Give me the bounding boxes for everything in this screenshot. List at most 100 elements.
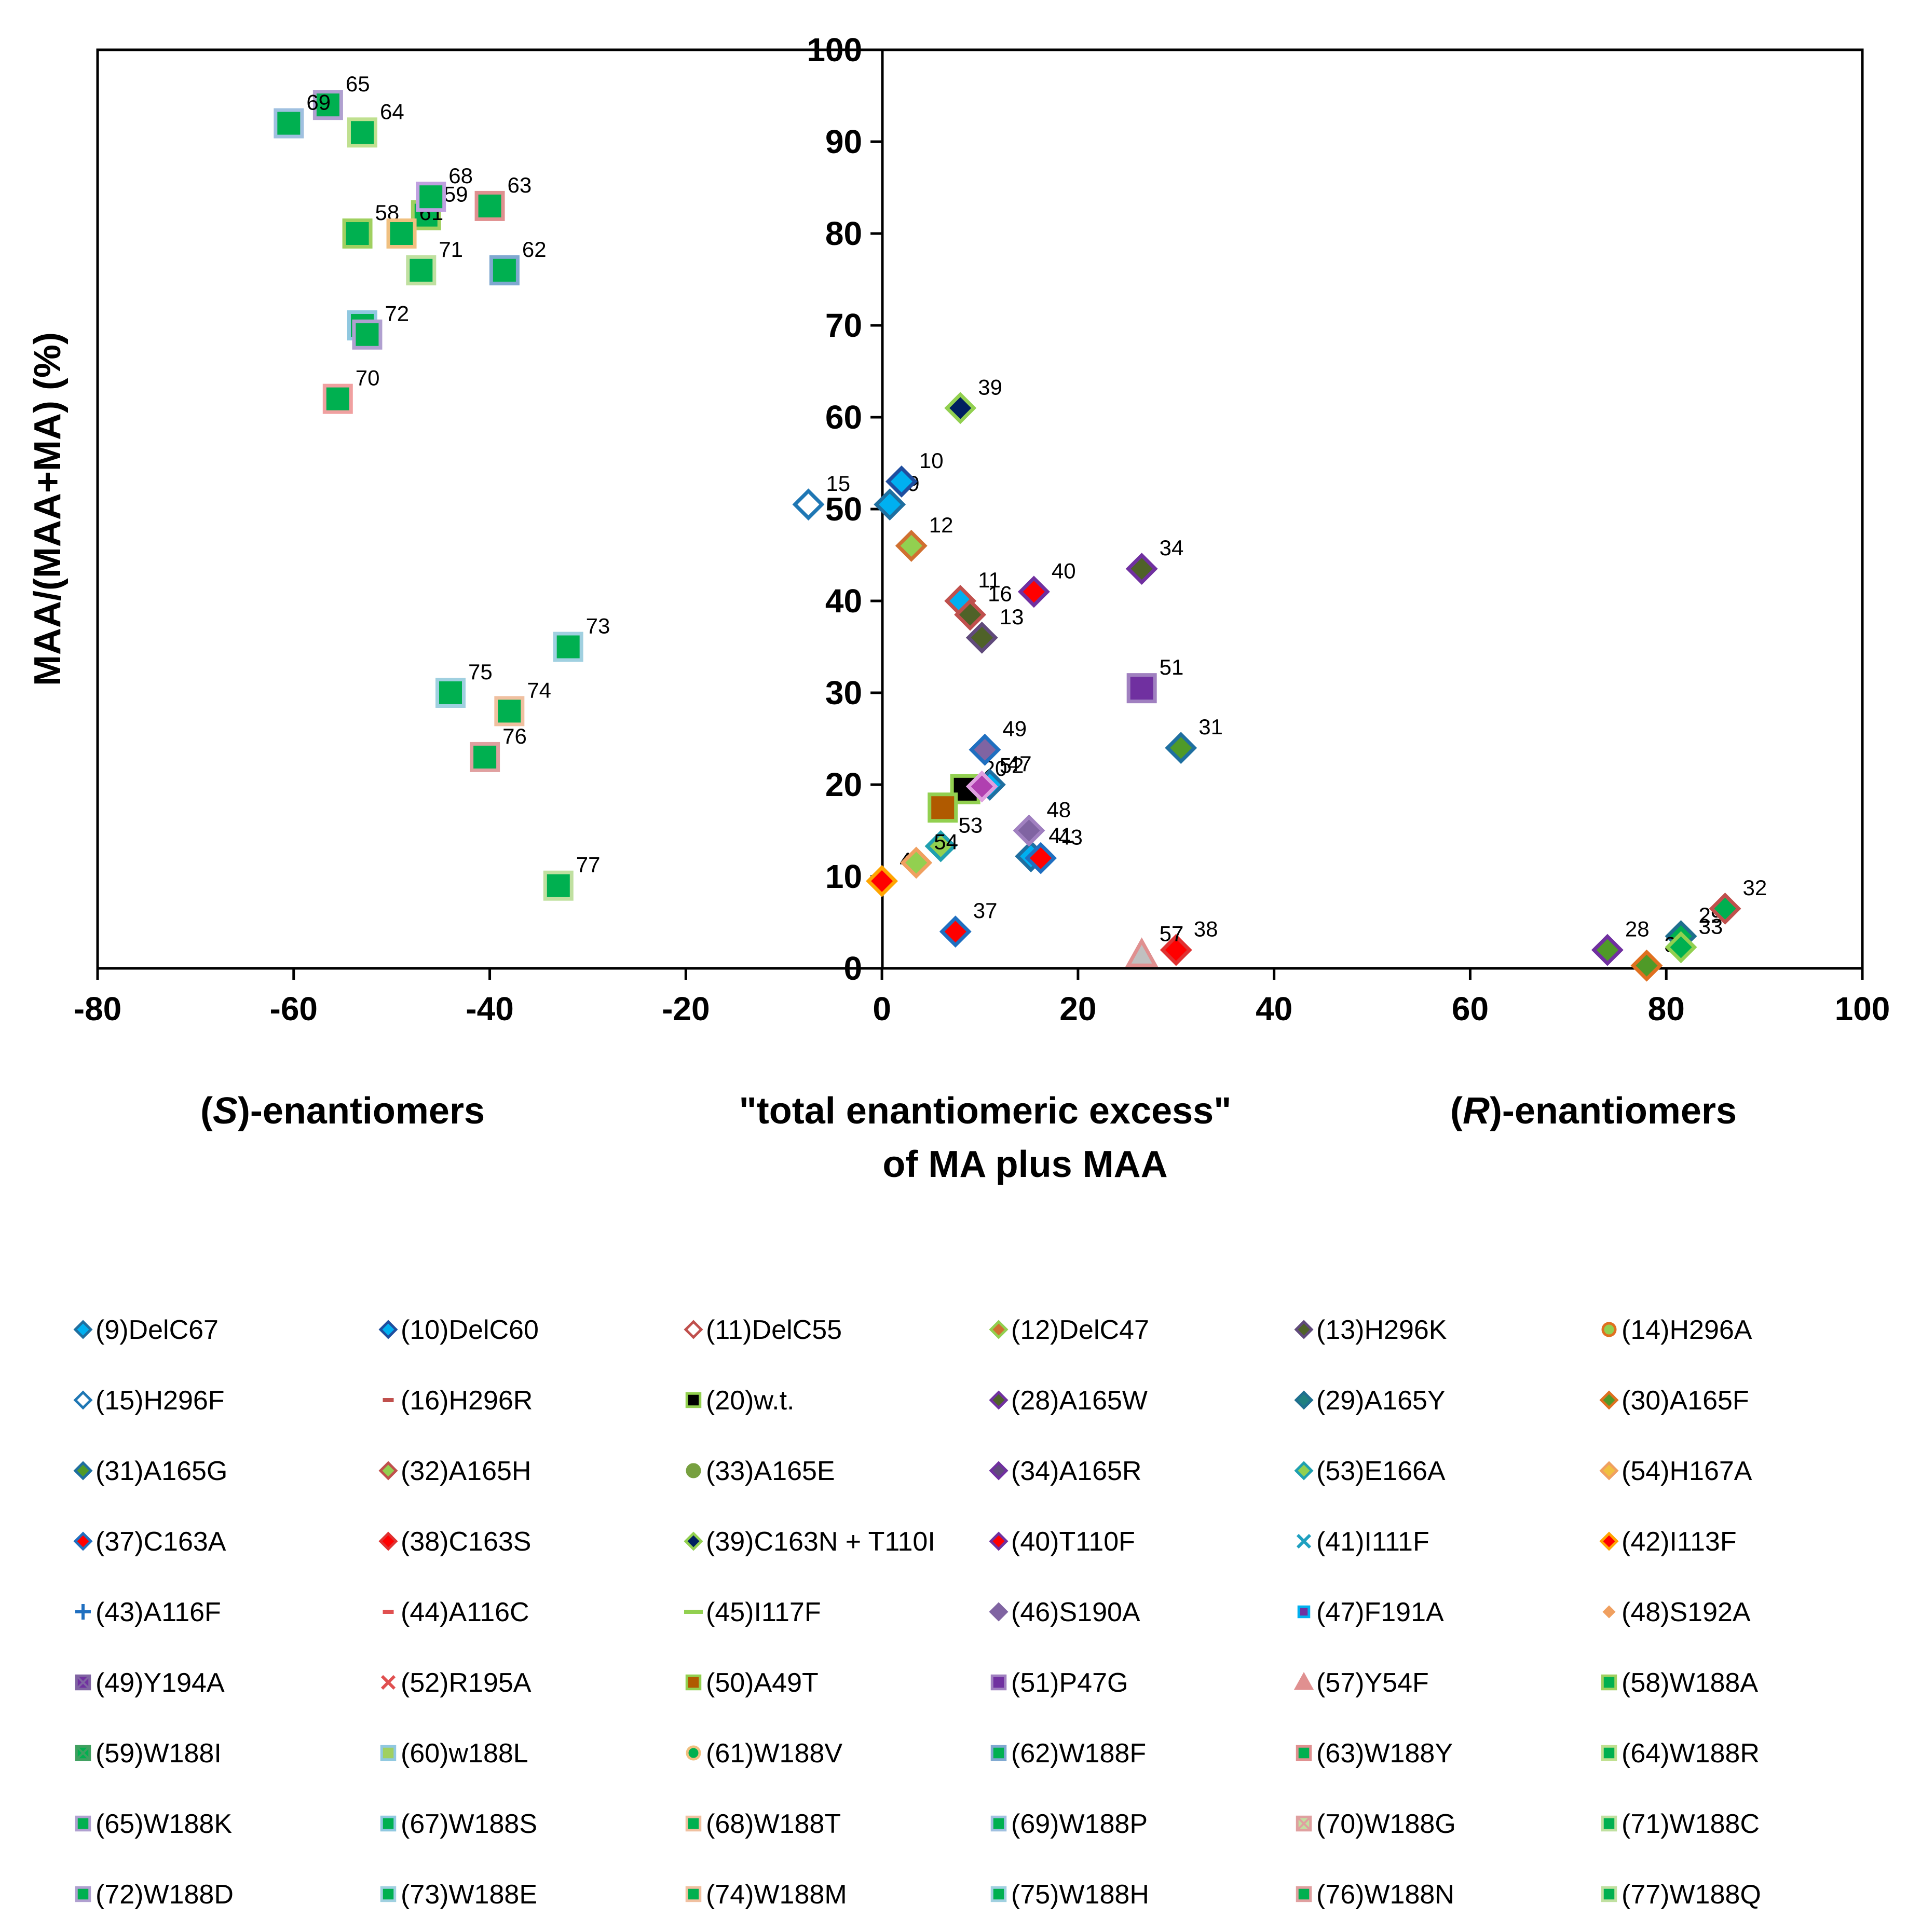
- data-point-label: 53: [958, 813, 983, 838]
- legend-item-label: (30)A165F: [1622, 1386, 1749, 1416]
- y-tick-label: 60: [825, 399, 862, 436]
- data-point: [416, 182, 446, 212]
- data-point: [1630, 949, 1663, 982]
- legend-item-label: (16)H296R: [401, 1386, 533, 1416]
- legend-marker: [378, 1461, 398, 1481]
- legend-marker: [684, 1531, 703, 1551]
- data-point-label: 64: [380, 99, 404, 124]
- y-tick-label: 50: [825, 490, 862, 528]
- data-point-label: 16: [988, 582, 1012, 606]
- y-tick-label: 100: [807, 31, 862, 68]
- data-point-label: 52: [1000, 753, 1024, 778]
- x-axis-title-line2: of MA plus MAA: [882, 1144, 1167, 1185]
- legend-marker: [989, 1390, 1009, 1410]
- legend-item-label: (47)F191A: [1316, 1597, 1444, 1627]
- y-tick-label: 40: [825, 582, 862, 620]
- data-point: [553, 632, 583, 662]
- data-point-label: 11: [978, 568, 1001, 592]
- legend-item-label: (62)W188F: [1011, 1738, 1146, 1769]
- data-point-label: 38: [1194, 917, 1218, 941]
- legend-marker: [75, 1604, 91, 1620]
- legend-item-label: (54)H167A: [1622, 1456, 1752, 1486]
- data-point: [494, 696, 525, 727]
- legend-item-label: (13)H296K: [1316, 1315, 1447, 1345]
- legend-marker: [380, 1815, 397, 1832]
- legend-marker: [73, 1390, 93, 1410]
- legend-marker: [1601, 1745, 1617, 1761]
- legend-item-label: (51)P47G: [1011, 1668, 1128, 1698]
- data-point: [470, 742, 500, 772]
- legend-item-label: (38)C163S: [401, 1527, 531, 1557]
- data-point-label: 49: [1002, 717, 1027, 741]
- data-point: [954, 598, 987, 631]
- data-point: [928, 792, 958, 823]
- data-point-label: 71: [439, 237, 463, 262]
- legend-marker: [1296, 1886, 1312, 1902]
- data-point-label: 59: [444, 182, 468, 207]
- legend-marker: [1294, 1461, 1314, 1481]
- data-point: [312, 90, 343, 120]
- data-point-label: 51: [1160, 655, 1184, 679]
- data-point-label: 54: [934, 829, 958, 854]
- legend-item-label: (60)w188L: [401, 1738, 528, 1769]
- legend-marker: [990, 1886, 1007, 1902]
- legend-item-label: (74)W188M: [706, 1880, 847, 1910]
- legend-item-label: (63)W188Y: [1316, 1738, 1453, 1769]
- x-tick-label: -40: [466, 990, 514, 1027]
- data-point: [352, 319, 383, 350]
- data-point: [342, 218, 373, 249]
- legend-item-label: (14)H296A: [1622, 1315, 1752, 1345]
- y-tick-label: 30: [825, 674, 862, 711]
- data-point: [900, 846, 933, 879]
- legend-marker: [686, 1745, 701, 1761]
- x-tick-label: 80: [1648, 990, 1685, 1027]
- legend-item-label: (48)S192A: [1622, 1597, 1751, 1627]
- data-point: [1709, 893, 1741, 925]
- data-point-label: 63: [508, 173, 532, 197]
- data-point: [1125, 553, 1158, 585]
- data-point: [1160, 934, 1192, 966]
- y-tick-label: 70: [825, 307, 862, 344]
- x-tick-label: 100: [1835, 990, 1890, 1027]
- legend-item-label: (41)I111F: [1316, 1527, 1429, 1557]
- legend-item-label: (9)DelC67: [96, 1315, 219, 1345]
- legend-marker: [989, 1320, 1009, 1339]
- data-point: [885, 465, 918, 498]
- data-point: [866, 865, 898, 897]
- x-axis-title-line1: "total enantiomeric excess": [739, 1090, 1232, 1132]
- legend-marker: [685, 1886, 702, 1902]
- legend-marker: [1599, 1531, 1619, 1551]
- legend-item-label: (76)W188N: [1316, 1880, 1454, 1910]
- data-point: [543, 870, 574, 901]
- legend-item-label: (46)S190A: [1011, 1597, 1140, 1627]
- s-caption-open: (: [200, 1090, 213, 1132]
- legend-marker: [1293, 1671, 1314, 1690]
- legend-marker-cross: [1296, 1816, 1312, 1831]
- legend-marker: [1601, 1674, 1617, 1691]
- x-tick-label: 60: [1452, 990, 1489, 1027]
- data-point-label: 77: [576, 853, 601, 877]
- y-tick-label: 20: [825, 766, 862, 803]
- legend-item-label: (32)A165H: [401, 1456, 531, 1486]
- legend-marker: [1601, 1815, 1617, 1832]
- r-caption-italic: R: [1463, 1090, 1490, 1132]
- legend-item-label: (77)W188Q: [1622, 1880, 1761, 1910]
- legend-marker: [75, 1815, 91, 1832]
- data-point: [386, 218, 417, 249]
- data-point-label: 41: [1048, 823, 1073, 847]
- y-axis-title: MAA/(MAA+MA) (%): [27, 332, 69, 686]
- data-point: [347, 117, 377, 148]
- legend-item-label: (53)E166A: [1316, 1456, 1446, 1486]
- legend-marker: [378, 1320, 398, 1339]
- data-point: [474, 190, 505, 221]
- legend-item-label: (11)DelC55: [706, 1315, 842, 1345]
- s-enantiomers-caption: (S)-enantiomers: [200, 1090, 485, 1132]
- s-caption-rest: )-enantiomers: [238, 1090, 485, 1132]
- legend-item-label: (65)W188K: [96, 1809, 232, 1839]
- data-point: [1591, 934, 1624, 966]
- legend-marker: [990, 1745, 1007, 1761]
- data-point: [969, 733, 1001, 766]
- data-point-label: 34: [1160, 536, 1184, 560]
- data-point-label: 74: [527, 678, 551, 702]
